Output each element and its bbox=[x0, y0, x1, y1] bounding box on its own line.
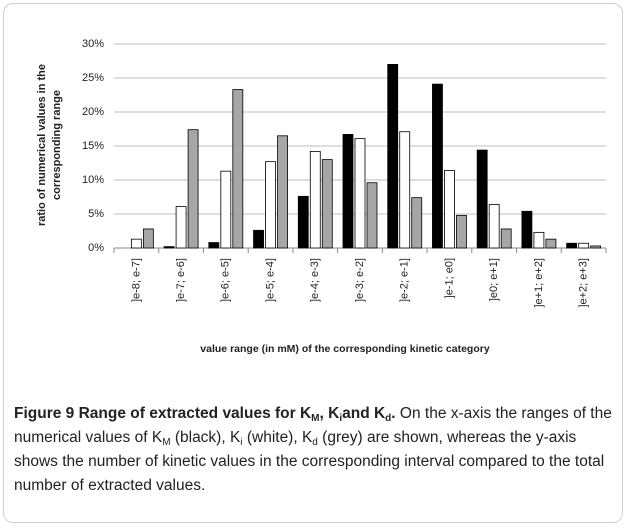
bar bbox=[590, 245, 602, 249]
caption-text: i bbox=[240, 437, 243, 448]
bar bbox=[187, 129, 199, 249]
bar bbox=[578, 242, 590, 249]
bar bbox=[533, 231, 545, 249]
y-tick-label: 5% bbox=[88, 208, 104, 220]
caption-text: (black), K bbox=[170, 429, 241, 446]
y-tick-label: 10% bbox=[82, 174, 104, 186]
x-tick-label: ]e-7; e-6] bbox=[175, 258, 187, 302]
bar bbox=[444, 170, 455, 249]
chart: ratio of numerical values in the corresp… bbox=[36, 38, 607, 355]
figure-frame bbox=[3, 3, 623, 523]
y-axis-label: corresponding range bbox=[51, 90, 63, 200]
bar bbox=[163, 246, 175, 249]
x-tick-label: ]e-5; e-4] bbox=[264, 258, 276, 302]
bar bbox=[130, 238, 142, 249]
x-tick-label: ]e+2; e+3] bbox=[578, 258, 590, 308]
caption-text: d bbox=[312, 437, 318, 448]
bar bbox=[354, 138, 366, 249]
caption-text: M bbox=[162, 437, 171, 448]
bar bbox=[566, 242, 578, 249]
bar bbox=[253, 229, 264, 249]
y-tick-label: 0% bbox=[88, 242, 104, 254]
bar bbox=[321, 159, 333, 249]
caption-text: i bbox=[339, 413, 343, 424]
x-tick-label: ]e-1; e0] bbox=[443, 258, 455, 298]
caption-text: . bbox=[391, 405, 400, 422]
caption-text: M bbox=[311, 413, 320, 424]
bar bbox=[476, 149, 488, 249]
x-tick-label: ]e0; e+1] bbox=[488, 258, 500, 301]
x-tick-label: ]e-8; e-7] bbox=[130, 258, 142, 302]
caption-text: and K bbox=[342, 405, 386, 422]
x-tick-label: ]e-2; e-1] bbox=[399, 258, 411, 302]
x-tick-label: ]e-6; e-5] bbox=[220, 258, 232, 302]
caption-text: On the x-axis the ranges of the numerica… bbox=[14, 405, 612, 446]
x-tick-label: ]e-4; e-3] bbox=[309, 258, 321, 302]
y-axis-label: ratio of numerical values in the bbox=[36, 64, 48, 226]
x-tick-label: ]e-3; e-2] bbox=[354, 258, 366, 302]
figure-caption: Figure 9 Range of extracted values for K… bbox=[14, 402, 618, 498]
y-tick-label: 15% bbox=[82, 140, 104, 152]
bar bbox=[342, 134, 354, 249]
caption-text: Figure 9 Range of extracted values for K bbox=[14, 405, 312, 422]
caption-text: d bbox=[385, 413, 392, 424]
bar bbox=[399, 131, 411, 249]
y-tick-label: 30% bbox=[82, 38, 104, 50]
bar bbox=[366, 182, 378, 249]
bar bbox=[208, 242, 220, 249]
x-axis-label: value range (in mM) of the corresponding… bbox=[200, 343, 490, 355]
bar bbox=[521, 210, 533, 249]
bar bbox=[500, 228, 512, 249]
bar bbox=[309, 151, 321, 249]
y-tick-label: 25% bbox=[82, 72, 104, 84]
bar bbox=[297, 195, 309, 249]
bar bbox=[175, 206, 187, 249]
bar bbox=[277, 135, 288, 249]
caption-text: (grey) are shown, whereas the y-axis sho… bbox=[14, 429, 605, 494]
bar bbox=[387, 64, 399, 249]
bar bbox=[142, 228, 154, 249]
bar bbox=[232, 89, 244, 249]
x-tick-label: ]e+1; e+2] bbox=[533, 258, 545, 308]
caption-text: , K bbox=[319, 405, 340, 422]
y-tick-label: 20% bbox=[82, 106, 104, 118]
bar bbox=[220, 170, 232, 249]
caption-text: (white), K bbox=[242, 429, 313, 446]
bar bbox=[456, 214, 467, 249]
bar bbox=[488, 204, 500, 249]
bar bbox=[265, 161, 276, 249]
bar bbox=[432, 83, 443, 249]
bar bbox=[545, 238, 557, 249]
bar bbox=[411, 197, 423, 249]
